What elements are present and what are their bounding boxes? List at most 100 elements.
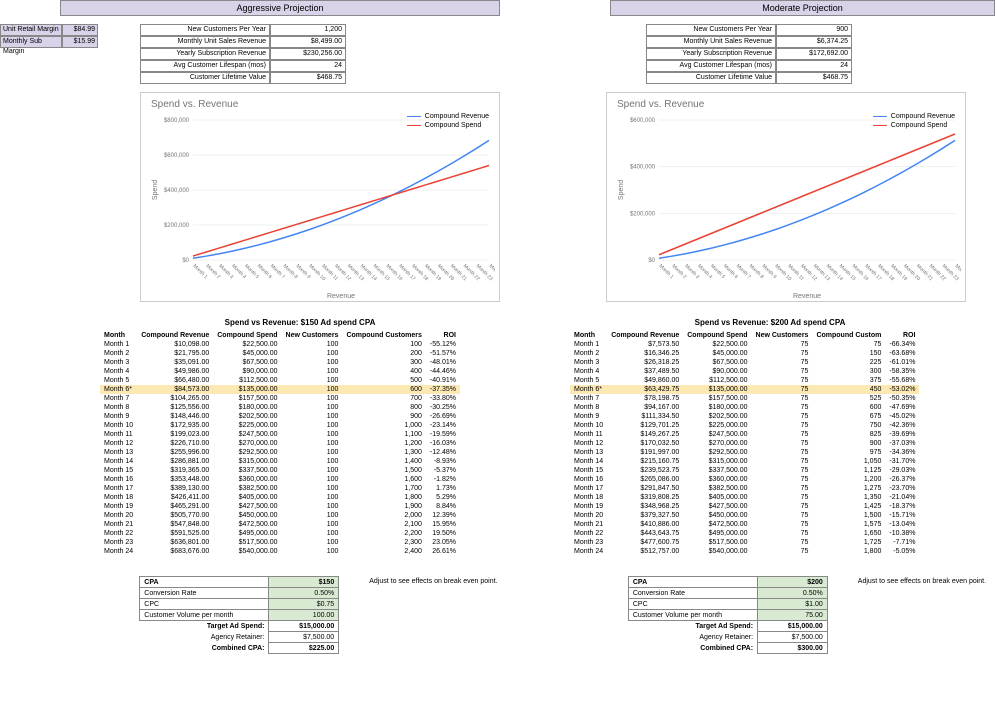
cell[interactable]: 2,200 <box>342 529 425 538</box>
cell[interactable]: 225 <box>812 358 885 367</box>
cell[interactable]: $67,500.00 <box>213 358 281 367</box>
table-row[interactable]: Month 8$94,167.00$180,000.0075600-47.69% <box>570 403 919 412</box>
cell[interactable]: Month 24 <box>100 547 137 556</box>
table-row[interactable]: Month 14$286,881.00$315,000.001001,400-8… <box>100 457 460 466</box>
cell[interactable]: 100 <box>282 403 343 412</box>
cell[interactable]: -53.02% <box>885 385 919 394</box>
table-row[interactable]: Month 23$636,801.00$517,500.001002,30023… <box>100 538 460 547</box>
cell[interactable]: 75 <box>752 529 813 538</box>
cell[interactable]: 450 <box>812 385 885 394</box>
cell[interactable]: $472,500.00 <box>213 520 281 529</box>
cell[interactable]: $112,500.00 <box>213 376 281 385</box>
table-row[interactable]: Month 11$149,267.25$247,500.0075825-39.6… <box>570 430 919 439</box>
cell[interactable]: -30.25% <box>426 403 460 412</box>
cell[interactable]: 75 <box>752 367 813 376</box>
cell[interactable]: 12.39% <box>426 511 460 520</box>
cell[interactable]: 900 <box>812 439 885 448</box>
cell[interactable]: $66,480.00 <box>137 376 213 385</box>
cell[interactable]: $315,000.00 <box>213 457 281 466</box>
cell[interactable]: 300 <box>342 358 425 367</box>
cell[interactable]: 100 <box>282 547 343 556</box>
cell[interactable]: $247,500.00 <box>683 430 751 439</box>
cell[interactable]: $21,795.00 <box>137 349 213 358</box>
cell[interactable]: 100 <box>282 448 343 457</box>
cell[interactable]: $540,000.00 <box>213 547 281 556</box>
cell[interactable]: $505,770.00 <box>137 511 213 520</box>
cell[interactable]: 1,100 <box>342 430 425 439</box>
cell[interactable]: 975 <box>812 448 885 457</box>
cell[interactable]: Month 16 <box>570 475 607 484</box>
cell[interactable]: -18.37% <box>885 502 919 511</box>
cell[interactable]: Month 3 <box>100 358 137 367</box>
cell[interactable]: -58.35% <box>885 367 919 376</box>
cell[interactable]: Month 23 <box>100 538 137 547</box>
cell[interactable]: -5.37% <box>426 466 460 475</box>
cell[interactable]: 15.95% <box>426 520 460 529</box>
cell[interactable]: Month 3 <box>570 358 607 367</box>
cell[interactable]: $540,000.00 <box>683 547 751 556</box>
cell[interactable]: -42.36% <box>885 421 919 430</box>
cell[interactable]: Month 22 <box>100 529 137 538</box>
cell[interactable]: Month 4 <box>100 367 137 376</box>
metric-value[interactable]: $468.75 <box>776 72 852 84</box>
be-value[interactable]: 100.00 <box>269 610 339 621</box>
table-row[interactable]: Month 14$215,160.75$315,000.00751,050-31… <box>570 457 919 466</box>
cell[interactable]: $382,500.00 <box>683 484 751 493</box>
table-row[interactable]: Month 22$591,525.00$495,000.001002,20019… <box>100 529 460 538</box>
cell[interactable]: $125,556.00 <box>137 403 213 412</box>
cell[interactable]: -13.04% <box>885 520 919 529</box>
cell[interactable]: Month 10 <box>570 421 607 430</box>
cell[interactable]: 100 <box>282 430 343 439</box>
table-row[interactable]: Month 12$170,032.50$270,000.0075900-37.0… <box>570 439 919 448</box>
be-value[interactable]: $1.00 <box>758 599 828 610</box>
cell[interactable]: -26.37% <box>885 475 919 484</box>
cell[interactable]: Month 12 <box>570 439 607 448</box>
be-row[interactable]: CPA$200 <box>628 577 827 588</box>
cell[interactable]: Month 19 <box>100 502 137 511</box>
cell[interactable]: 1,900 <box>342 502 425 511</box>
cell[interactable]: 100 <box>282 538 343 547</box>
cell[interactable]: $636,801.00 <box>137 538 213 547</box>
be-value[interactable]: 0.50% <box>758 588 828 599</box>
cell[interactable]: 2,100 <box>342 520 425 529</box>
cell[interactable]: $172,935.00 <box>137 421 213 430</box>
metric-value[interactable]: 24 <box>270 60 346 72</box>
cell[interactable]: Month 2 <box>570 349 607 358</box>
cell[interactable]: 75 <box>752 520 813 529</box>
cell[interactable]: Month 23 <box>570 538 607 547</box>
cell[interactable]: Month 21 <box>100 520 137 529</box>
cell[interactable]: -37.35% <box>426 385 460 394</box>
cell[interactable]: -33.80% <box>426 394 460 403</box>
cell[interactable]: -23.70% <box>885 484 919 493</box>
table-row[interactable]: Month 4$49,986.00$90,000.00100400-44.46% <box>100 367 460 376</box>
cell[interactable]: 100 <box>282 376 343 385</box>
cell[interactable]: 100 <box>282 475 343 484</box>
cell[interactable]: 200 <box>342 349 425 358</box>
table-row[interactable]: Month 12$226,710.00$270,000.001001,200-1… <box>100 439 460 448</box>
be-value[interactable]: 0.50% <box>269 588 339 599</box>
cell[interactable]: Month 1 <box>570 340 607 349</box>
cell[interactable]: Month 22 <box>570 529 607 538</box>
cell[interactable]: 75 <box>752 475 813 484</box>
table-row[interactable]: Month 19$465,291.00$427,500.001001,9008.… <box>100 502 460 511</box>
cell[interactable]: 75 <box>752 358 813 367</box>
cell[interactable]: $135,000.00 <box>683 385 751 394</box>
table-row[interactable]: Month 3$26,318.25$67,500.0075225-61.01% <box>570 358 919 367</box>
cell[interactable]: $353,448.00 <box>137 475 213 484</box>
cell[interactable]: 100 <box>282 340 343 349</box>
table-row[interactable]: Month 2$21,795.00$45,000.00100200-51.57% <box>100 349 460 358</box>
cell[interactable]: $45,000.00 <box>683 349 751 358</box>
cell[interactable]: $78,198.75 <box>607 394 683 403</box>
moderate-table[interactable]: MonthCompound RevenueCompound SpendNew C… <box>570 331 919 556</box>
cell[interactable]: $199,023.00 <box>137 430 213 439</box>
table-row[interactable]: Month 9$148,446.00$202,500.00100900-26.6… <box>100 412 460 421</box>
table-row[interactable]: Month 15$319,365.00$337,500.001001,500-5… <box>100 466 460 475</box>
cell[interactable]: $225,000.00 <box>213 421 281 430</box>
cell[interactable]: -47.69% <box>885 403 919 412</box>
cell[interactable]: -10.38% <box>885 529 919 538</box>
be-row[interactable]: Customer Volume per month100.00 <box>140 610 339 621</box>
metric-value[interactable]: $230,256.00 <box>270 48 346 60</box>
cell[interactable]: Month 12 <box>100 439 137 448</box>
cell[interactable]: $191,997.00 <box>607 448 683 457</box>
cell[interactable]: $49,860.00 <box>607 376 683 385</box>
